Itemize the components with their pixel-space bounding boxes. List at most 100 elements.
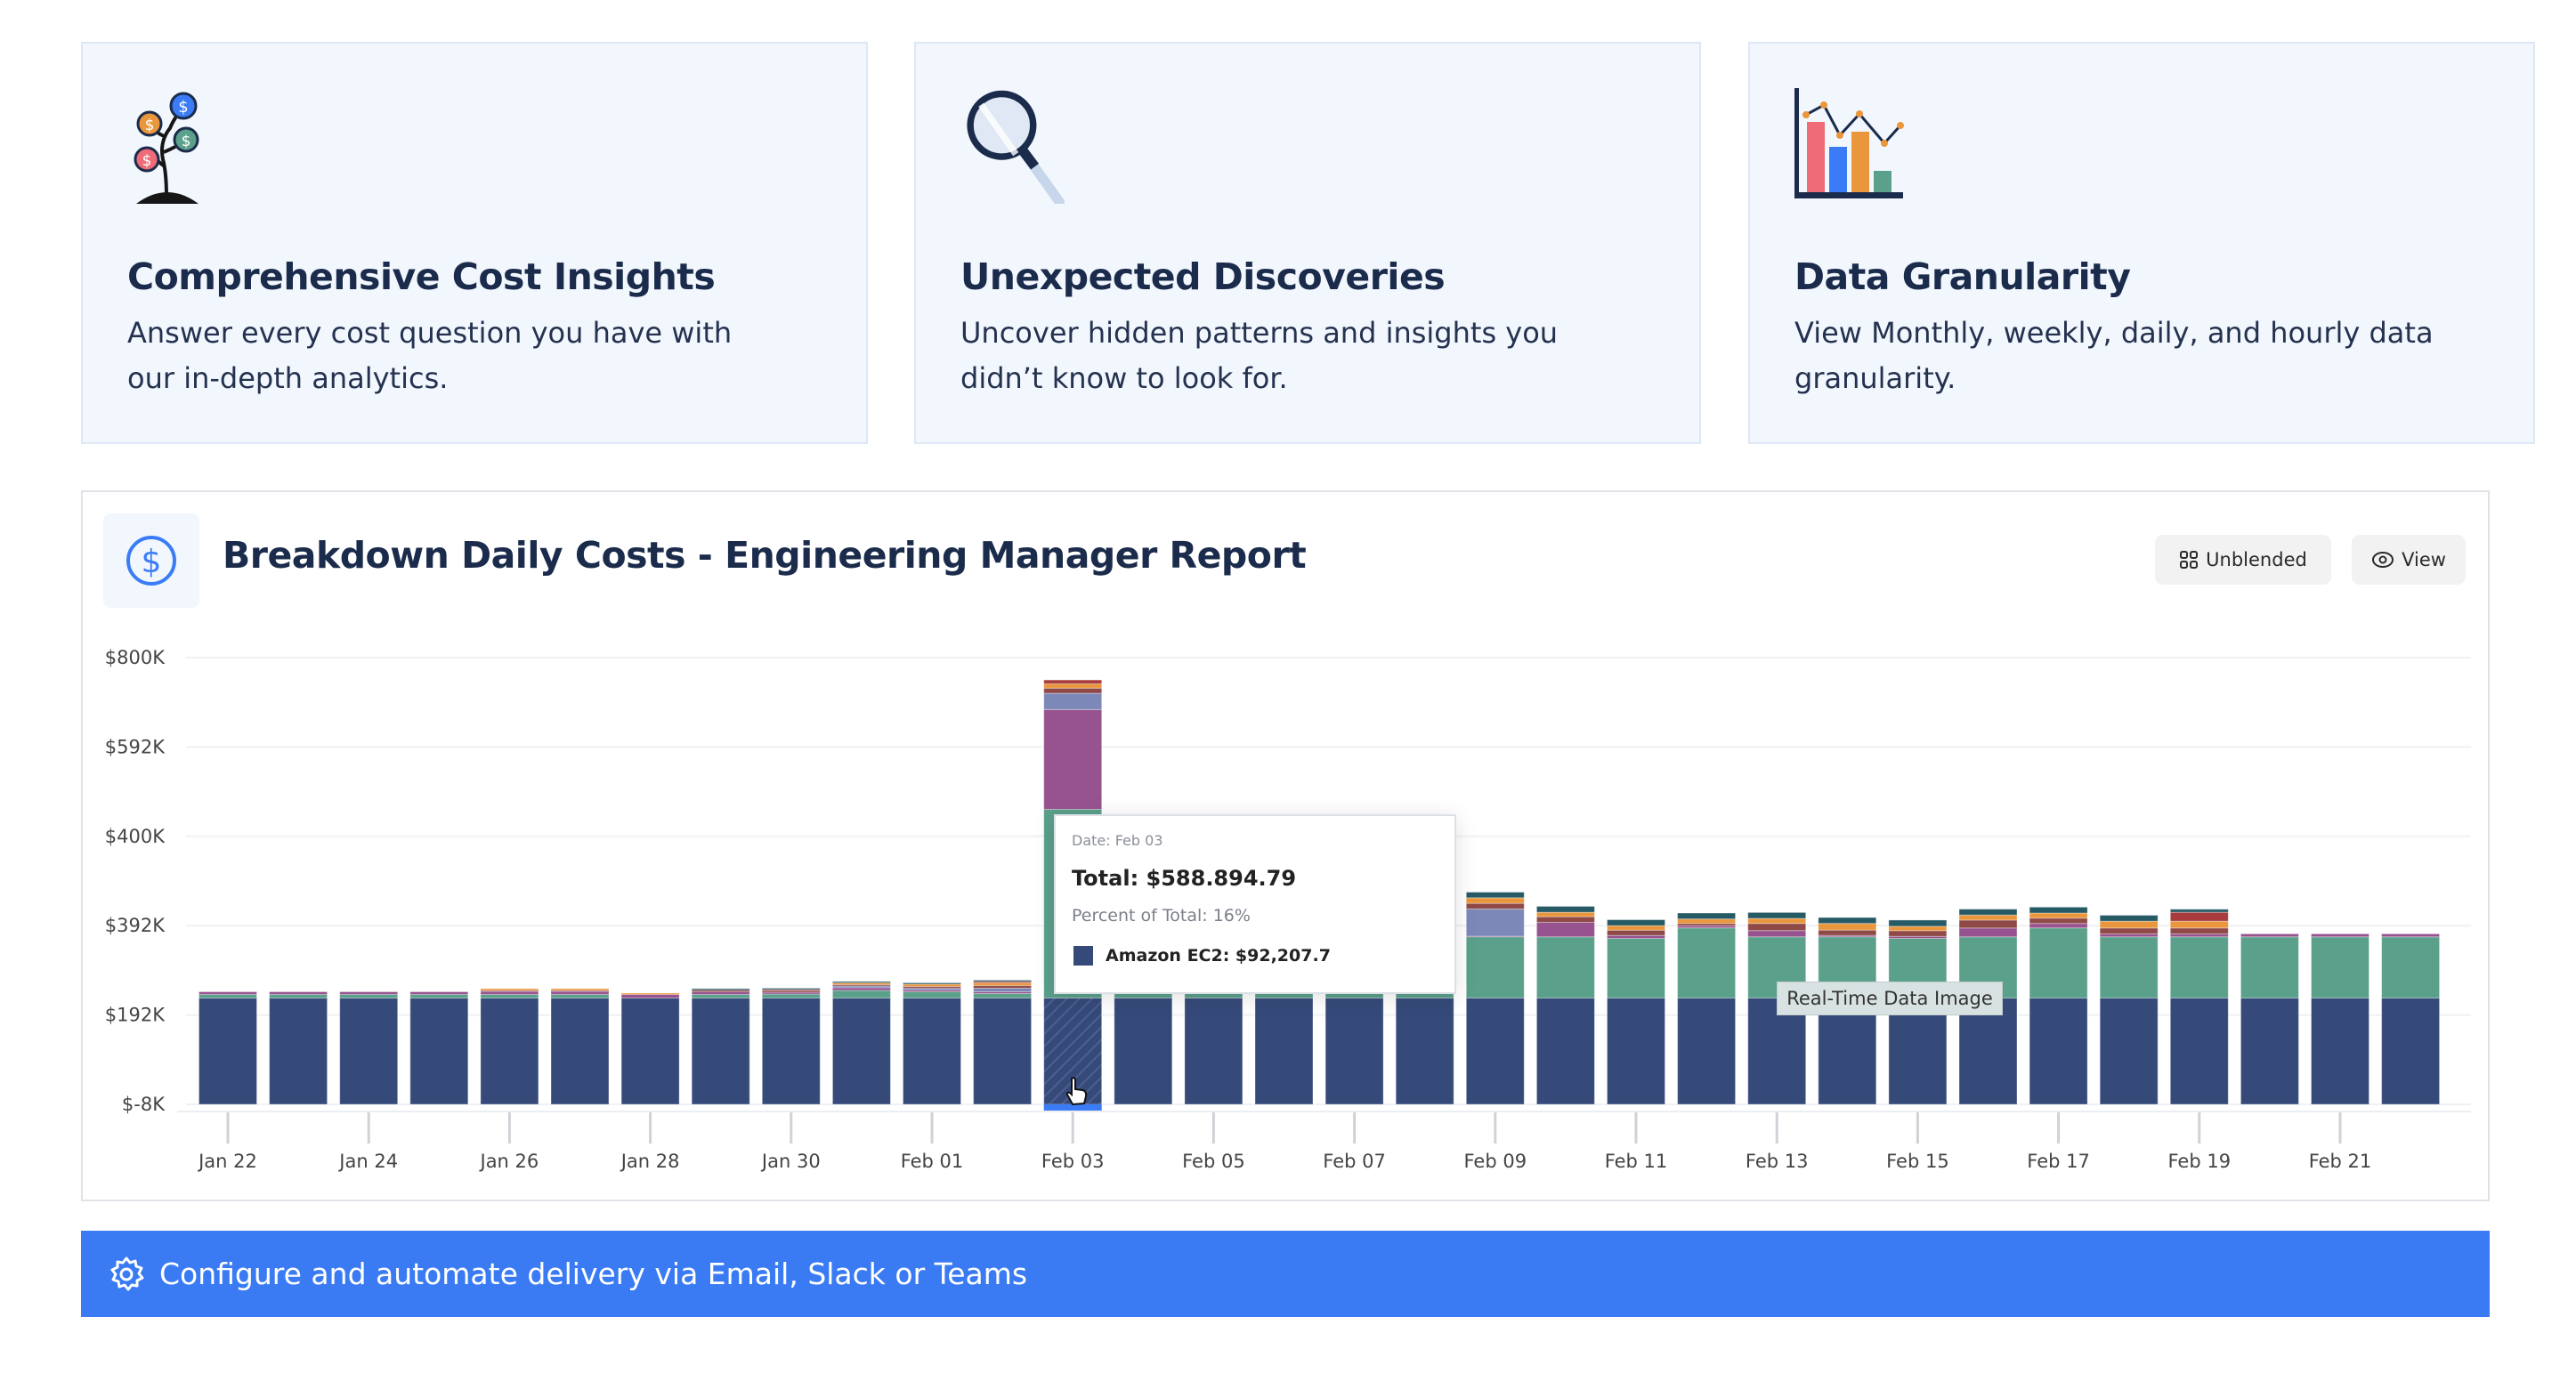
bar-feb-22[interactable] bbox=[2381, 933, 2441, 1105]
bar-segment bbox=[1677, 998, 1737, 1105]
bar-segment bbox=[269, 998, 328, 1105]
bar-segment bbox=[1747, 930, 1807, 938]
bar-segment bbox=[1958, 909, 2018, 916]
x-tick-label: Feb 03 bbox=[1041, 1151, 1105, 1172]
bar-jan-23[interactable] bbox=[269, 990, 328, 1105]
bar-segment bbox=[2169, 998, 2229, 1105]
bar-feb-02[interactable] bbox=[973, 979, 1033, 1105]
bar-jan-26[interactable] bbox=[480, 988, 539, 1105]
x-tick-label: Feb 19 bbox=[2168, 1151, 2232, 1172]
bar-segment bbox=[1818, 923, 1877, 931]
bar-feb-13[interactable] bbox=[1747, 911, 1807, 1105]
hover-indicator bbox=[1043, 1104, 1102, 1111]
bar-segment bbox=[269, 994, 328, 999]
x-tick-label: Feb 11 bbox=[1605, 1151, 1668, 1172]
y-tick-label: $800K bbox=[105, 647, 166, 668]
bar-feb-18[interactable] bbox=[2099, 915, 2159, 1105]
bar-segment bbox=[1677, 918, 1737, 925]
bar-segment bbox=[691, 994, 750, 999]
bar-segment bbox=[903, 982, 961, 985]
bar-jan-28[interactable] bbox=[620, 992, 680, 1105]
bar-feb-17[interactable] bbox=[2029, 906, 2088, 1105]
magnifier-icon bbox=[967, 90, 1065, 204]
bar-segment bbox=[1465, 902, 1525, 909]
delivery-banner[interactable]: Configure and automate delivery via Emai… bbox=[81, 1231, 2490, 1317]
bar-jan-31[interactable] bbox=[831, 981, 891, 1105]
card-title: Unexpected Discoveries bbox=[960, 255, 1446, 298]
bar-segment bbox=[620, 994, 680, 999]
bar-jan-29[interactable] bbox=[691, 988, 750, 1105]
bar-jan-22[interactable] bbox=[198, 990, 257, 1105]
bar-jan-24[interactable] bbox=[339, 990, 399, 1105]
bar-segment bbox=[1888, 930, 1948, 937]
bar-segment bbox=[973, 979, 1033, 982]
bar-segment bbox=[2381, 936, 2441, 999]
x-tick-label: Feb 09 bbox=[1464, 1151, 1527, 1172]
bar-segment bbox=[1958, 927, 2018, 938]
y-tick-label: $592K bbox=[105, 736, 166, 757]
bar-segment bbox=[1888, 998, 1948, 1105]
bar-feb-12[interactable] bbox=[1677, 912, 1737, 1105]
bar-segment bbox=[2169, 911, 2229, 922]
bar-segment bbox=[973, 982, 1033, 986]
bar-segment bbox=[1607, 919, 1665, 926]
bar-feb-01[interactable] bbox=[903, 982, 961, 1105]
bar-feb-11[interactable] bbox=[1607, 919, 1665, 1105]
bar-segment bbox=[2029, 923, 2088, 929]
bar-segment bbox=[2099, 936, 2159, 999]
bar-segment bbox=[2099, 927, 2159, 934]
bar-segment bbox=[1888, 925, 1948, 932]
x-tick-label: Feb 05 bbox=[1182, 1151, 1245, 1172]
bar-segment bbox=[1747, 998, 1807, 1105]
bar-segment bbox=[1818, 929, 1877, 936]
bar-segment bbox=[761, 993, 821, 999]
bar-segment bbox=[2099, 933, 2159, 938]
x-tick-label: Jan 22 bbox=[197, 1151, 257, 1172]
bar-segment bbox=[1184, 998, 1243, 1105]
bar-segment bbox=[2169, 927, 2229, 934]
bar-jan-25[interactable] bbox=[409, 990, 469, 1105]
bar-segment bbox=[1607, 998, 1665, 1105]
card-description: View Monthly, weekly, daily, and hourly … bbox=[1794, 316, 2434, 395]
bar-segment bbox=[550, 988, 610, 991]
legend-swatch bbox=[1073, 946, 1093, 966]
bar-feb-20[interactable] bbox=[2240, 933, 2299, 1105]
tooltip-legend: Amazon EC2: $92,207.7 bbox=[1073, 946, 1331, 966]
bar-feb-21[interactable] bbox=[2311, 933, 2369, 1105]
bar-segment bbox=[1254, 998, 1314, 1105]
bar-feb-09[interactable] bbox=[1465, 892, 1525, 1105]
bar-segment bbox=[480, 990, 539, 996]
view-button[interactable]: View bbox=[2352, 535, 2466, 585]
bar-jan-30[interactable] bbox=[761, 987, 821, 1105]
unblended-label: Unblended bbox=[2206, 549, 2307, 570]
bar-feb-19[interactable] bbox=[2169, 909, 2229, 1105]
bar-segment bbox=[2169, 933, 2229, 938]
bar-feb-10[interactable] bbox=[1535, 905, 1595, 1105]
bar-segment bbox=[903, 998, 961, 1105]
bar-segment bbox=[550, 994, 610, 999]
bar-jan-27[interactable] bbox=[550, 988, 610, 1105]
unblended-button[interactable]: Unblended bbox=[2155, 535, 2331, 585]
bar-segment bbox=[198, 998, 257, 1105]
pointer-cursor-icon bbox=[1065, 1077, 1088, 1106]
bar-segment bbox=[2381, 933, 2441, 938]
bar-segment bbox=[2311, 933, 2369, 938]
bar-segment bbox=[2169, 920, 2229, 929]
tooltip-legend-label: Amazon EC2: $92,207.7 bbox=[1106, 946, 1331, 966]
chart-tooltip: Date: Feb 03 Total: $588.894.79 Percent … bbox=[1054, 814, 1456, 994]
bar-segment bbox=[1535, 911, 1595, 917]
bar-segment bbox=[339, 998, 399, 1105]
bar-segment bbox=[2029, 917, 2088, 925]
bar-segment bbox=[620, 992, 680, 996]
bar-segment bbox=[2240, 933, 2299, 938]
bar-segment bbox=[1114, 998, 1173, 1105]
bar-segment bbox=[409, 990, 469, 996]
bar-segment bbox=[1677, 927, 1737, 999]
card-title: Comprehensive Cost Insights bbox=[127, 255, 716, 298]
bar-segment bbox=[1465, 935, 1525, 999]
bar-segment bbox=[761, 987, 821, 990]
svg-text:$: $ bbox=[145, 117, 155, 134]
bar-segment bbox=[1677, 912, 1737, 920]
bar-segment bbox=[1958, 914, 2018, 921]
bar-segment bbox=[903, 990, 961, 999]
